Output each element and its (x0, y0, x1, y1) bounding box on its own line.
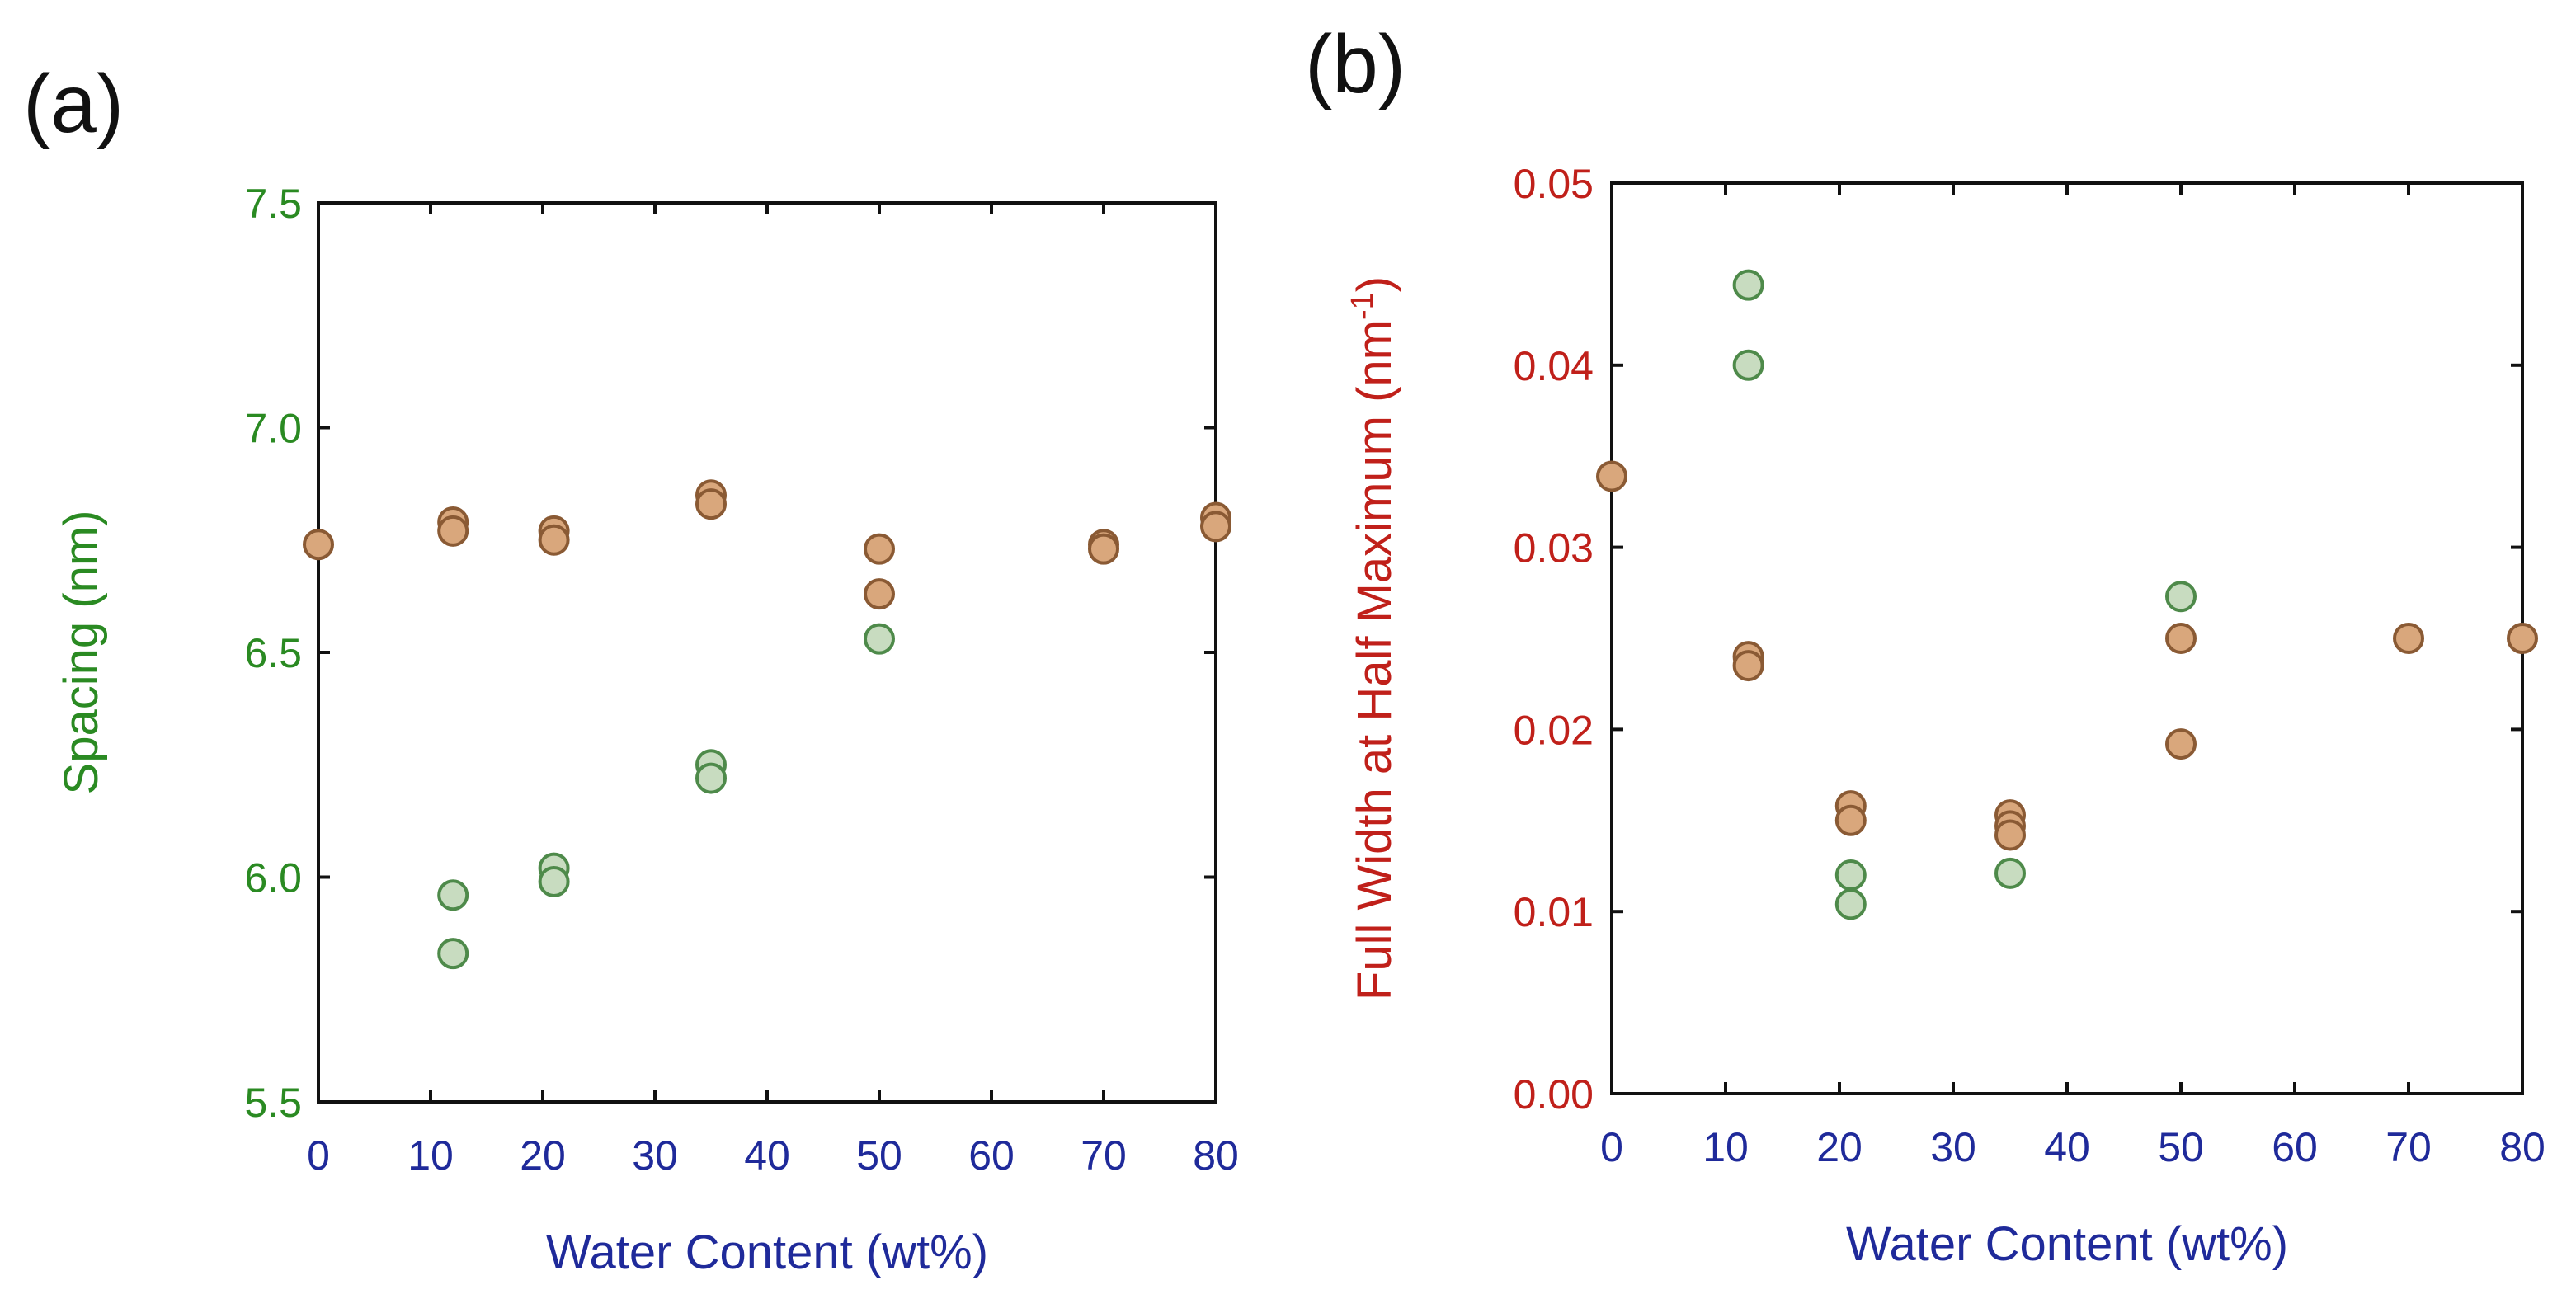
data-point-green (437, 938, 469, 970)
data-point-brown (538, 524, 570, 556)
data-point-brown (2507, 623, 2538, 654)
data-point-brown (864, 578, 895, 610)
data-point-brown (303, 529, 334, 561)
y-tick-label: 6.5 (244, 630, 302, 676)
x-tick-label: 10 (407, 1132, 454, 1179)
x-tick-label: 0 (307, 1132, 330, 1179)
y-tick-label: 6.0 (244, 855, 302, 901)
x-tick-label: 30 (1930, 1124, 1976, 1170)
y-tick-label: 0.01 (1514, 889, 1594, 935)
x-tick-label: 50 (856, 1132, 902, 1179)
x-tick-label: 70 (2385, 1124, 2432, 1170)
data-point-brown (2393, 623, 2424, 654)
panel-b-y-axis-label-main: Full Width at Half Maximum (nm (1348, 320, 1401, 1000)
x-tick-label: 0 (1600, 1124, 1623, 1170)
y-tick-label: 0.00 (1514, 1071, 1594, 1118)
data-point-green (538, 865, 570, 897)
data-point-brown (695, 488, 727, 520)
data-point-brown (2165, 623, 2197, 654)
panel-b-label: (b) (1305, 18, 1406, 111)
x-tick-label: 50 (2158, 1124, 2204, 1170)
data-point-green (1834, 888, 1867, 920)
y-tick-label: 7.0 (244, 406, 302, 452)
panel-a-x-axis-label: Water Content (wt%) (546, 1226, 988, 1279)
data-point-green (437, 879, 469, 911)
y-tick-label: 0.02 (1514, 707, 1594, 753)
x-tick-label: 20 (520, 1132, 566, 1179)
panel-a-ticks: 0 10 20 30 40 50 60 70 80 5.5 6.0 6.5 7.0 7.5 (244, 181, 1238, 1179)
y-tick-label: 0.03 (1514, 525, 1594, 572)
x-tick-label: 40 (744, 1132, 790, 1179)
data-point-green (1994, 857, 2026, 889)
panel-b-points (1596, 269, 2538, 920)
data-point-green (864, 623, 895, 655)
x-tick-label: 80 (2499, 1124, 2545, 1170)
panel-a-points (303, 479, 1231, 970)
data-point-brown (864, 533, 895, 565)
x-tick-label: 20 (1816, 1124, 1863, 1170)
data-point-brown (1596, 460, 1627, 492)
panel-b-y-axis-label-superscript: -1 (1345, 292, 1380, 320)
x-tick-label: 70 (1081, 1132, 1127, 1179)
data-point-brown (1200, 511, 1231, 543)
panel-b-y-axis-label: Full Width at Half Maximum (nm-1) (1345, 276, 1401, 1000)
panel-b-x-axis-label: Water Content (wt%) (1846, 1217, 2288, 1271)
x-tick-label: 30 (632, 1132, 678, 1179)
x-tick-label: 80 (1193, 1132, 1239, 1179)
x-tick-label: 10 (1702, 1124, 1749, 1170)
data-point-green (695, 762, 727, 794)
y-tick-label: 7.5 (244, 181, 302, 227)
panel-a-label: (a) (23, 58, 124, 150)
panel-a-y-axis-label: Spacing (nm) (54, 511, 108, 795)
data-point-brown (1994, 819, 2026, 851)
panel-b-ticks: 0 10 20 30 40 50 60 70 80 0.00 0.01 0.02 0.03 0.04 0.0… (1514, 161, 2545, 1170)
data-point-brown (1732, 650, 1764, 682)
x-tick-label: 60 (968, 1132, 1015, 1179)
x-tick-label: 40 (2044, 1124, 2090, 1170)
data-point-brown (2165, 728, 2197, 760)
data-point-green (1732, 349, 1764, 381)
panel-b-chart: (b) 0 10 20 30 40 50 60 70 80 0.00 0.01 0.02 0.03 0.0… (1305, 18, 2545, 1271)
panel-a-chart: (a) 0 10 20 30 40 50 60 70 80 5.5 6.0 6.5 7.0 7.5 Wat… (23, 58, 1239, 1279)
x-tick-label: 60 (2272, 1124, 2318, 1170)
data-point-brown (1834, 804, 1867, 836)
data-point-brown (437, 515, 469, 547)
y-tick-label: 5.5 (244, 1080, 302, 1126)
panel-b-y-axis-label-end: ) (1348, 276, 1401, 292)
data-point-green (1732, 269, 1764, 301)
data-point-green (1834, 859, 1867, 892)
y-tick-label: 0.05 (1514, 161, 1594, 207)
data-point-brown (1088, 533, 1119, 565)
panel-b-plot-frame (1610, 181, 2524, 1095)
data-point-green (2165, 581, 2197, 613)
panel-a-plot-frame (317, 201, 1217, 1104)
y-tick-label: 0.04 (1514, 343, 1594, 389)
